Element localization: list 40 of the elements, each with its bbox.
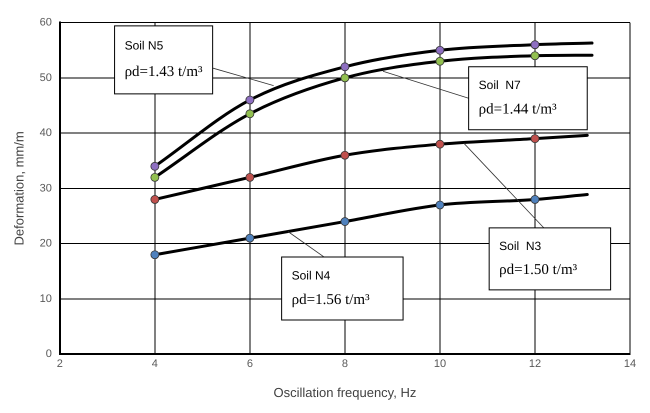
point [340, 150, 350, 160]
y-tick-label: 60 [40, 16, 52, 29]
x-tick-label: 2 [56, 358, 63, 370]
point [436, 46, 444, 55]
annotation: Soil N3 ρd=1.50 t/m³ [499, 238, 578, 278]
y-tick-label: 20 [40, 238, 52, 250]
point [245, 172, 254, 182]
point [150, 162, 160, 171]
point [245, 109, 254, 118]
y-tick-label: 50 [40, 72, 52, 84]
y-tick-label: 30 [40, 182, 52, 194]
point [245, 234, 254, 243]
y-tick-label: 10 [40, 292, 52, 305]
point [530, 40, 540, 50]
point [150, 195, 160, 204]
x-tick-label: 4 [152, 358, 158, 370]
point [340, 62, 350, 72]
point [530, 51, 540, 60]
annotation: Soil N5 ρd=1.43 t/m³ [124, 38, 204, 80]
point [530, 134, 540, 144]
point [340, 217, 350, 226]
x-tick-label: 14 [624, 358, 636, 370]
point [436, 56, 444, 66]
annotation: Soil N4 ρd=1.56 t/m³ [292, 268, 370, 308]
point [150, 172, 160, 182]
point [436, 140, 444, 149]
point [436, 200, 444, 210]
x-axis-title: Oscillation frequency, Hz [274, 384, 416, 400]
y-tick-label: 0 [46, 348, 52, 360]
x-tick-label: 10 [434, 358, 446, 370]
point [340, 73, 350, 82]
point [530, 195, 540, 204]
x-tick-label: 12 [528, 358, 542, 370]
annotation: Soil N7 ρd=1.44 t/m³ [478, 78, 558, 118]
y-axis-title: Deformation, mm/m [11, 131, 26, 246]
y-tick-label: 40 [40, 127, 52, 140]
x-tick-label: 6 [246, 358, 253, 370]
point [245, 96, 254, 104]
x-tick-label: 8 [342, 358, 348, 370]
point [150, 250, 160, 260]
